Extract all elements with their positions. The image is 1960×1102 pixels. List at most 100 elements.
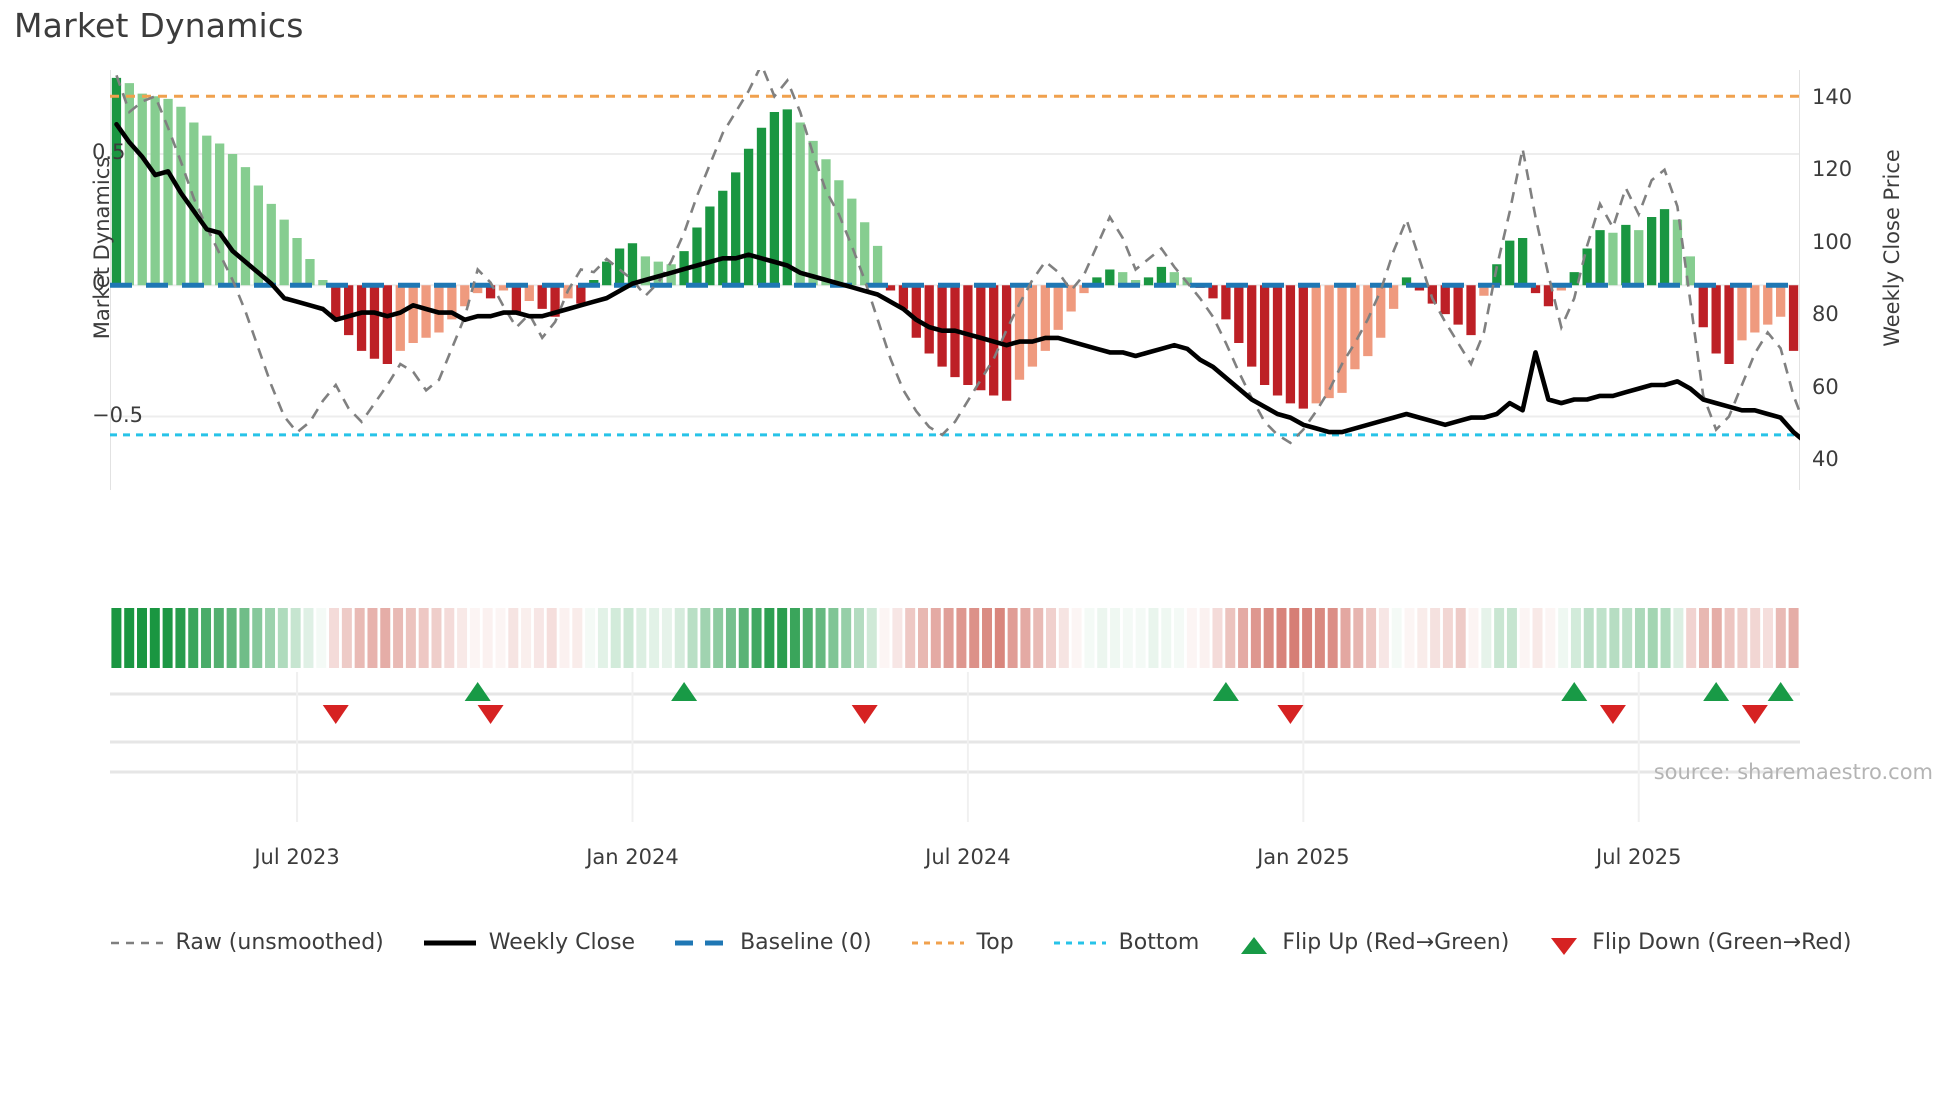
legend-label: Bottom [1118,930,1200,955]
heat-cell [982,608,993,668]
dynamics-bar [1156,266,1167,286]
heat-cell [1583,608,1594,668]
heat-cell [1596,608,1607,668]
heat-cell [508,608,519,668]
main-plot-area: Market Dynamics Weekly Close Price 0.5 0−… [90,70,1904,490]
dynamics-bar [640,256,651,286]
dynamics-bar [1311,285,1321,404]
dynamics-bar [576,285,586,304]
heat-cell [1314,608,1325,668]
weekly-close-line [114,122,1800,441]
heat-cell [1519,608,1530,668]
flip-up-marker [464,682,491,701]
y2-tick-label: 120 [1812,157,1853,182]
dynamics-bar [731,172,741,286]
dynamics-bar [756,127,767,286]
heat-cell [1327,608,1338,668]
dynamics-bar [356,285,367,351]
dynamics-bar [111,77,122,286]
heat-cell [1494,608,1505,668]
dynamics-bar [434,285,444,333]
dynamics-bar [498,285,509,291]
dynamics-bar [215,143,225,286]
heat-cell [1135,608,1146,668]
heat-cell [495,608,506,668]
dynamics-bar [1066,285,1076,312]
heat-cell [265,608,276,668]
y2-tick-label: 40 [1812,447,1839,472]
dynamics-bar [1208,285,1218,299]
dynamics-bar [382,285,393,364]
dynamics-bar [511,285,522,312]
dynamics-bar [331,285,341,320]
heat-cell [764,608,775,668]
dynamics-bar [1285,285,1296,404]
dynamics-bar [795,122,805,286]
heat-cell [610,608,621,668]
heat-cell [533,608,544,668]
dynamics-bar [1556,285,1566,291]
heat-cell [277,608,288,668]
heat-cell [1289,608,1300,668]
heat-cell [649,608,660,668]
heat-cell [252,608,263,668]
heat-cell [1724,608,1735,668]
heat-cell [1481,608,1492,668]
dynamics-bar [847,198,857,286]
dynamics-bar [1388,285,1399,309]
legend-item[interactable]: Baseline (0) [673,930,872,955]
y-axis-right-label: Weekly Close Price [1880,149,1904,347]
dynamics-bar [137,93,147,286]
legend-item[interactable]: Weekly Close [422,930,635,955]
heat-cell [1097,608,1108,668]
dynamics-bar [227,154,238,286]
heat-cell [1071,608,1082,668]
heat-cell [1238,608,1249,668]
dynamics-bar [1698,285,1708,328]
heat-cell [175,608,186,668]
heat-cell [341,608,352,668]
dynamics-bar [1569,272,1579,286]
legend-item[interactable]: Top [910,930,1014,955]
dynamics-bar [1672,219,1683,286]
heat-cell [226,608,237,668]
legend-label: Raw (unsmoothed) [175,930,384,955]
legend-item[interactable]: Flip Down (Green→Red) [1547,930,1851,955]
dynamics-bar [1466,285,1476,336]
dynamics-bar [1350,285,1360,370]
dynamics-bar [872,245,883,286]
dynamics-bar [537,285,547,309]
dynamics-bar [692,227,702,286]
heat-cell [1468,608,1479,668]
legend-item[interactable]: Bottom [1052,930,1200,955]
y2-tick-label: 100 [1812,229,1853,254]
dynamics-bar [550,285,560,317]
legend-item[interactable]: Raw (unsmoothed) [109,930,384,955]
dynamics-bar [1453,285,1463,325]
heat-cell [597,608,608,668]
legend-item[interactable]: Flip Up (Red→Green) [1237,930,1509,955]
heat-cell [1660,608,1671,668]
heat-cell [1634,608,1645,668]
dynamics-bar [266,203,276,286]
dynamics-bar [743,148,754,286]
dynamics-bar [1724,285,1734,364]
legend-label: Flip Up (Red→Green) [1282,930,1510,955]
legend-triangle-up-icon [1237,935,1271,954]
dynamics-bar [911,285,921,338]
legend-label: Baseline (0) [740,930,872,955]
dynamics-bar [1492,264,1502,286]
heat-cell [444,608,455,668]
x-tick-label: Jan 2024 [586,845,679,869]
x-tick-label: Jul 2025 [1596,845,1682,869]
dynamics-bar [1440,285,1450,315]
heat-cell [866,608,877,668]
heat-cell [713,608,724,668]
heat-cell [367,608,378,668]
heat-cell [879,608,890,668]
dynamics-bar [1685,256,1695,286]
y2-tick-label: 80 [1812,302,1839,327]
y2-tick-label: 60 [1812,374,1839,399]
dynamics-bar [1272,285,1283,396]
heat-cell [802,608,813,668]
